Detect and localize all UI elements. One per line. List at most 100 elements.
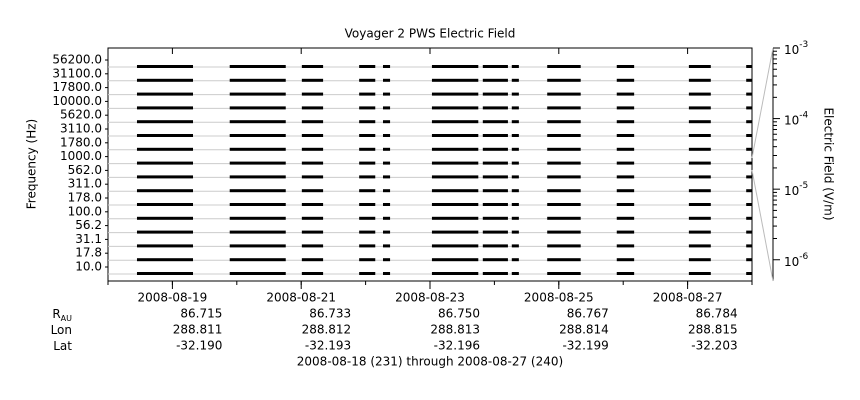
y-tick-label: 56200.0 [52, 53, 102, 67]
connector [751, 169, 774, 282]
y2-tick-base: 10 [784, 113, 799, 127]
data-segment [482, 161, 508, 165]
x-tick-label: 2008-08-27 [653, 291, 723, 305]
data-segment [616, 147, 635, 151]
y2-tick-exponent: -5 [799, 181, 808, 191]
y-tick-label: 1000.0 [60, 149, 102, 163]
chart-title: Voyager 2 PWS Electric Field [345, 27, 516, 41]
data-segment [229, 120, 286, 124]
x-tick-label: 2008-08-25 [524, 291, 594, 305]
data-segment [746, 258, 752, 262]
data-segment [136, 203, 194, 206]
data-segment [136, 244, 194, 248]
y-tick-label: 1780.0 [60, 135, 102, 149]
data-segment [382, 120, 391, 124]
data-segment [547, 175, 581, 179]
data-segment [382, 78, 391, 82]
data-segment [431, 65, 479, 68]
data-segment [136, 65, 194, 68]
data-segment [616, 134, 635, 137]
data-segment [431, 92, 479, 96]
data-segment [688, 189, 711, 193]
data-segment [688, 92, 711, 96]
ephemeris-subscript: AU [61, 314, 72, 323]
data-segment [359, 92, 376, 96]
data-segment [688, 65, 711, 68]
data-segment [301, 175, 324, 179]
data-segment [382, 147, 391, 151]
data-segment [688, 244, 711, 248]
data-segment [511, 78, 519, 82]
data-segment [511, 216, 519, 220]
data-segment [359, 272, 376, 275]
ephemeris-value: -32.203 [691, 339, 737, 353]
data-segment [229, 189, 286, 193]
ephemeris-value: 86.784 [696, 307, 738, 321]
ephemeris-value: -32.193 [305, 339, 351, 353]
data-segment [136, 134, 194, 137]
data-segment [547, 230, 581, 234]
data-segment [547, 92, 581, 96]
data-segment [301, 78, 324, 82]
data-segment [547, 258, 581, 262]
data-segment [382, 272, 391, 275]
data-segment [382, 175, 391, 179]
data-segment [382, 106, 391, 110]
data-segment [229, 106, 286, 110]
data-segment [136, 258, 194, 262]
data-segment [229, 78, 286, 82]
data-segment [746, 203, 752, 206]
data-segment [431, 189, 479, 193]
data-segment [547, 120, 581, 124]
data-segment [136, 120, 194, 124]
y2-tick-label: 10-3 [784, 40, 808, 57]
data-segment [382, 244, 391, 248]
data-segment [431, 106, 479, 110]
ephemeris-value: 288.814 [559, 323, 609, 337]
ephemeris-value: 86.767 [567, 307, 609, 321]
data-segment [482, 272, 508, 275]
data-segment [229, 134, 286, 137]
data-segment [136, 147, 194, 151]
data-segment [431, 161, 479, 165]
x-tick-label: 2008-08-21 [266, 291, 336, 305]
data-segment [229, 230, 286, 234]
data-segment [359, 106, 376, 110]
data-segment [482, 244, 508, 248]
data-segment [511, 230, 519, 234]
data-segment [688, 272, 711, 275]
data-segment [482, 106, 508, 110]
data-segment [547, 134, 581, 137]
data-segment [482, 189, 508, 193]
data-segment [482, 65, 508, 68]
ephemeris-label: Lat [53, 339, 72, 353]
data-segment [301, 258, 324, 262]
data-segment [746, 175, 752, 179]
data-segment [616, 92, 635, 96]
y-tick-label: 31100.0 [52, 66, 102, 80]
data-segment [688, 147, 711, 151]
data-segment [229, 161, 286, 165]
data-segment [616, 65, 635, 68]
data-segment [359, 189, 376, 193]
data-segment [431, 230, 479, 234]
data-segment [746, 147, 752, 151]
y2-tick-exponent: -6 [799, 251, 808, 261]
data-segment [431, 203, 479, 206]
data-segment [301, 230, 324, 234]
data-segment [482, 120, 508, 124]
data-segment [616, 258, 635, 262]
data-segment [229, 65, 286, 68]
ephemeris-value: 86.733 [309, 307, 351, 321]
data-segment [547, 272, 581, 275]
data-segment [547, 203, 581, 206]
data-segment [616, 230, 635, 234]
data-segment [616, 216, 635, 220]
x-tick-label: 2008-08-19 [138, 291, 208, 305]
data-segment [688, 120, 711, 124]
y-tick-label: 10.0 [75, 260, 102, 274]
data-segment [688, 175, 711, 179]
data-segment [431, 134, 479, 137]
data-segment [301, 244, 324, 248]
data-segment [382, 65, 391, 68]
